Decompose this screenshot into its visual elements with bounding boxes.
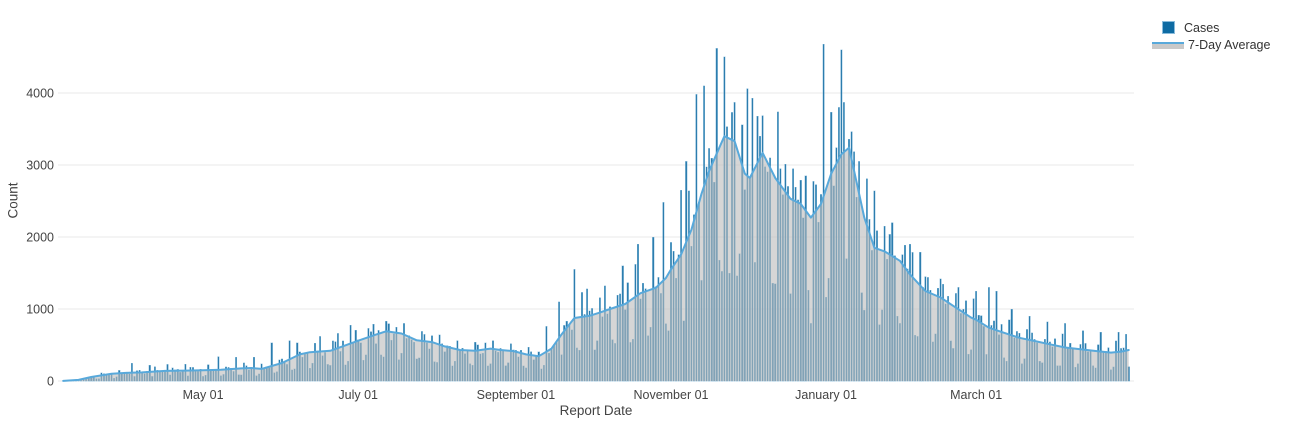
x-tick-label: November 01: [633, 388, 708, 402]
average-swatch-line: [1152, 41, 1184, 44]
y-axis-title: Count: [5, 182, 21, 219]
x-tick-labels: May 01 July 01 September 01 November 01 Janu…: [183, 388, 1003, 402]
average-line[interactable]: [62, 135, 1130, 382]
y-tick-label: 0: [47, 375, 54, 389]
cases-swatch-icon: [1162, 21, 1175, 34]
x-tick-label: January 01: [795, 388, 857, 402]
x-axis-title: Report Date: [559, 403, 633, 418]
average-swatch-area: [1152, 43, 1184, 49]
x-tick-label: September 01: [477, 388, 556, 402]
legend-label-average: 7-Day Average: [1188, 37, 1271, 52]
y-tick-label: 1000: [26, 303, 54, 317]
legend-item-average[interactable]: 7-Day Average: [1152, 36, 1270, 53]
legend: Cases 7-Day Average: [1152, 19, 1270, 53]
average-swatch-icon: [1152, 39, 1184, 51]
y-tick-label: 4000: [26, 87, 54, 101]
y-tick-label: 2000: [26, 231, 54, 245]
average-area[interactable]: [63, 136, 1129, 381]
y-tick-label: 3000: [26, 159, 54, 173]
x-tick-label: May 01: [183, 388, 224, 402]
legend-label-cases: Cases: [1184, 20, 1220, 35]
x-tick-label: July 01: [338, 388, 378, 402]
x-tick-label: March 01: [950, 388, 1002, 402]
y-tick-labels: 0 1000 2000 3000 4000: [26, 87, 54, 389]
legend-item-cases[interactable]: Cases: [1152, 19, 1270, 36]
